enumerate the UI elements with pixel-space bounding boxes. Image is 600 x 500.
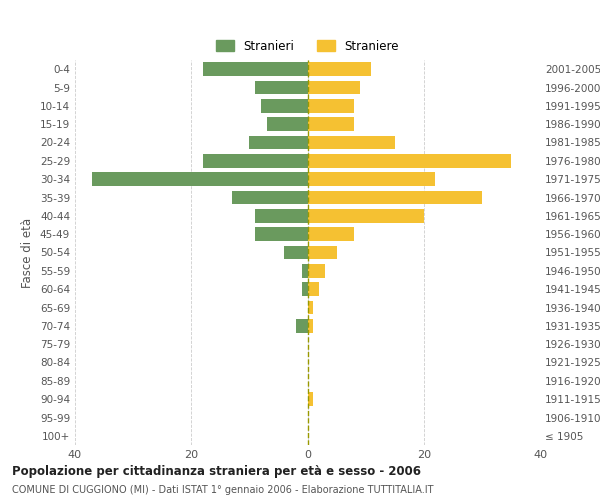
Bar: [232, 190, 308, 204]
Bar: [308, 264, 325, 278]
Bar: [308, 392, 313, 406]
Bar: [308, 80, 360, 94]
Bar: [250, 136, 308, 149]
Bar: [308, 246, 337, 260]
Legend: Stranieri, Straniere: Stranieri, Straniere: [211, 35, 404, 58]
Bar: [308, 300, 313, 314]
Text: COMUNE DI CUGGIONO (MI) - Dati ISTAT 1° gennaio 2006 - Elaborazione TUTTITALIA.I: COMUNE DI CUGGIONO (MI) - Dati ISTAT 1° …: [12, 485, 433, 495]
Bar: [308, 190, 482, 204]
Bar: [308, 319, 313, 332]
Bar: [308, 62, 371, 76]
Bar: [261, 99, 308, 112]
Bar: [255, 209, 308, 222]
Bar: [302, 264, 308, 278]
Bar: [308, 209, 424, 222]
Bar: [255, 80, 308, 94]
Bar: [308, 172, 436, 186]
Text: Popolazione per cittadinanza straniera per età e sesso - 2006: Popolazione per cittadinanza straniera p…: [12, 465, 421, 478]
Bar: [308, 136, 395, 149]
Bar: [308, 154, 511, 168]
Bar: [308, 99, 354, 112]
Bar: [296, 319, 308, 332]
Bar: [203, 62, 308, 76]
Bar: [284, 246, 308, 260]
Bar: [302, 282, 308, 296]
Y-axis label: Fasce di età: Fasce di età: [22, 218, 34, 288]
Bar: [255, 228, 308, 241]
Bar: [92, 172, 308, 186]
Bar: [308, 282, 319, 296]
Bar: [203, 154, 308, 168]
Bar: [267, 118, 308, 131]
Bar: [308, 118, 354, 131]
Bar: [308, 228, 354, 241]
